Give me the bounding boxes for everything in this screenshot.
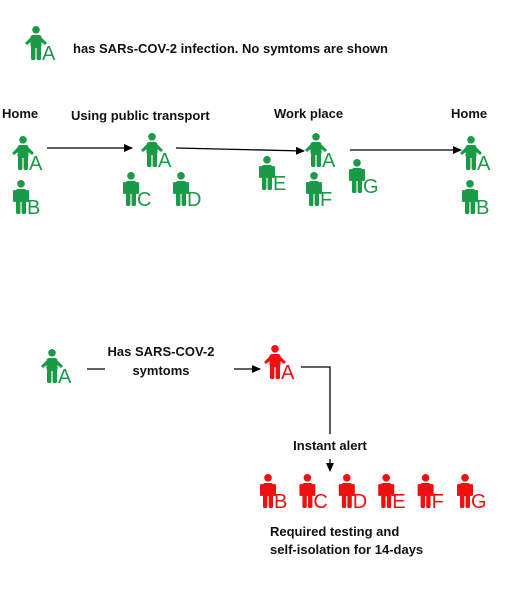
person-letter: A xyxy=(29,153,43,175)
condition-line-2: symtoms xyxy=(132,363,189,378)
person-icon xyxy=(299,474,316,508)
person-icon xyxy=(41,349,63,383)
alert-start-person: A xyxy=(41,349,72,388)
person-icon xyxy=(141,133,163,167)
person-letter: F xyxy=(432,491,444,513)
person-contact-G: G xyxy=(457,474,487,513)
person-letter: A xyxy=(58,366,72,388)
person-contact-E: E xyxy=(378,474,406,513)
alert-contacts: B C D E F G xyxy=(260,474,487,513)
person-stage0-B: B xyxy=(13,180,40,219)
person-stage3-A: A xyxy=(460,136,491,175)
person-letter: D xyxy=(187,189,201,211)
person-letter: A xyxy=(42,43,56,65)
person-icon xyxy=(457,474,473,508)
condition-line-1: Has SARS-COV-2 xyxy=(108,344,215,359)
person-icon xyxy=(378,474,395,508)
person-stage2-A: A xyxy=(305,133,336,172)
person-letter: A xyxy=(477,153,491,175)
person-contact-F: F xyxy=(417,474,444,513)
person-letter: A xyxy=(158,150,172,172)
person-stage3-B: B xyxy=(462,180,489,219)
person-icon xyxy=(12,136,34,170)
person-alert-infected: A xyxy=(264,345,295,384)
person-icon xyxy=(417,474,434,508)
person-letter: B xyxy=(476,197,489,219)
person-letter: A xyxy=(281,362,295,384)
person-alert-start: A xyxy=(41,349,72,388)
person-letter: G xyxy=(471,491,487,513)
person-letter: C xyxy=(137,189,151,211)
person-letter: E xyxy=(392,491,405,513)
person-letter: B xyxy=(274,491,287,513)
stage-label-public-transport: Using public transport xyxy=(71,108,210,123)
person-stage1-C: C xyxy=(123,172,151,211)
person-stage1-A: A xyxy=(141,133,172,172)
outcome-line-1: Required testing and xyxy=(270,524,399,539)
person-stage0-A: A xyxy=(12,136,43,175)
person-icon xyxy=(260,474,276,508)
person-legend: A xyxy=(25,26,56,65)
person-icon xyxy=(25,26,47,60)
person-contact-D: D xyxy=(338,474,367,513)
person-icon xyxy=(123,172,139,206)
person-icon xyxy=(462,180,478,214)
connector-infected-to-alert xyxy=(301,366,331,434)
person-icon xyxy=(259,156,275,190)
alert-infected-person: A xyxy=(264,345,295,384)
stage-label-home-start: Home xyxy=(2,106,38,121)
person-contact-B: B xyxy=(260,474,287,513)
person-stage1-D: D xyxy=(173,172,201,211)
person-icon xyxy=(349,159,365,193)
outcome-line-2: self-isolation for 14-days xyxy=(270,542,423,557)
person-icon xyxy=(305,133,327,167)
person-letter: D xyxy=(353,491,367,513)
person-letter: C xyxy=(313,491,327,513)
person-icon xyxy=(173,172,189,206)
person-letter: B xyxy=(27,197,40,219)
person-icon xyxy=(338,474,355,508)
legend-person: A xyxy=(25,26,56,65)
stage-label-home-end: Home xyxy=(451,106,487,121)
person-letter: G xyxy=(363,176,379,198)
person-contact-C: C xyxy=(299,474,328,513)
person-letter: A xyxy=(322,150,336,172)
person-letter: E xyxy=(273,173,286,195)
person-stage2-F: F xyxy=(306,172,332,211)
person-icon xyxy=(264,345,286,379)
person-icon xyxy=(13,180,29,214)
arrow-transport-to-work xyxy=(175,146,305,155)
alert-label: Instant alert xyxy=(293,438,367,453)
person-stage2-G: G xyxy=(349,159,379,198)
person-icon xyxy=(306,172,322,206)
person-stage2-E: E xyxy=(259,156,286,195)
stage-label-work-place: Work place xyxy=(274,106,343,121)
legend-text: has SARs-COV-2 infection. No symtoms are… xyxy=(73,41,388,56)
person-icon xyxy=(460,136,482,170)
person-letter: F xyxy=(320,189,332,211)
